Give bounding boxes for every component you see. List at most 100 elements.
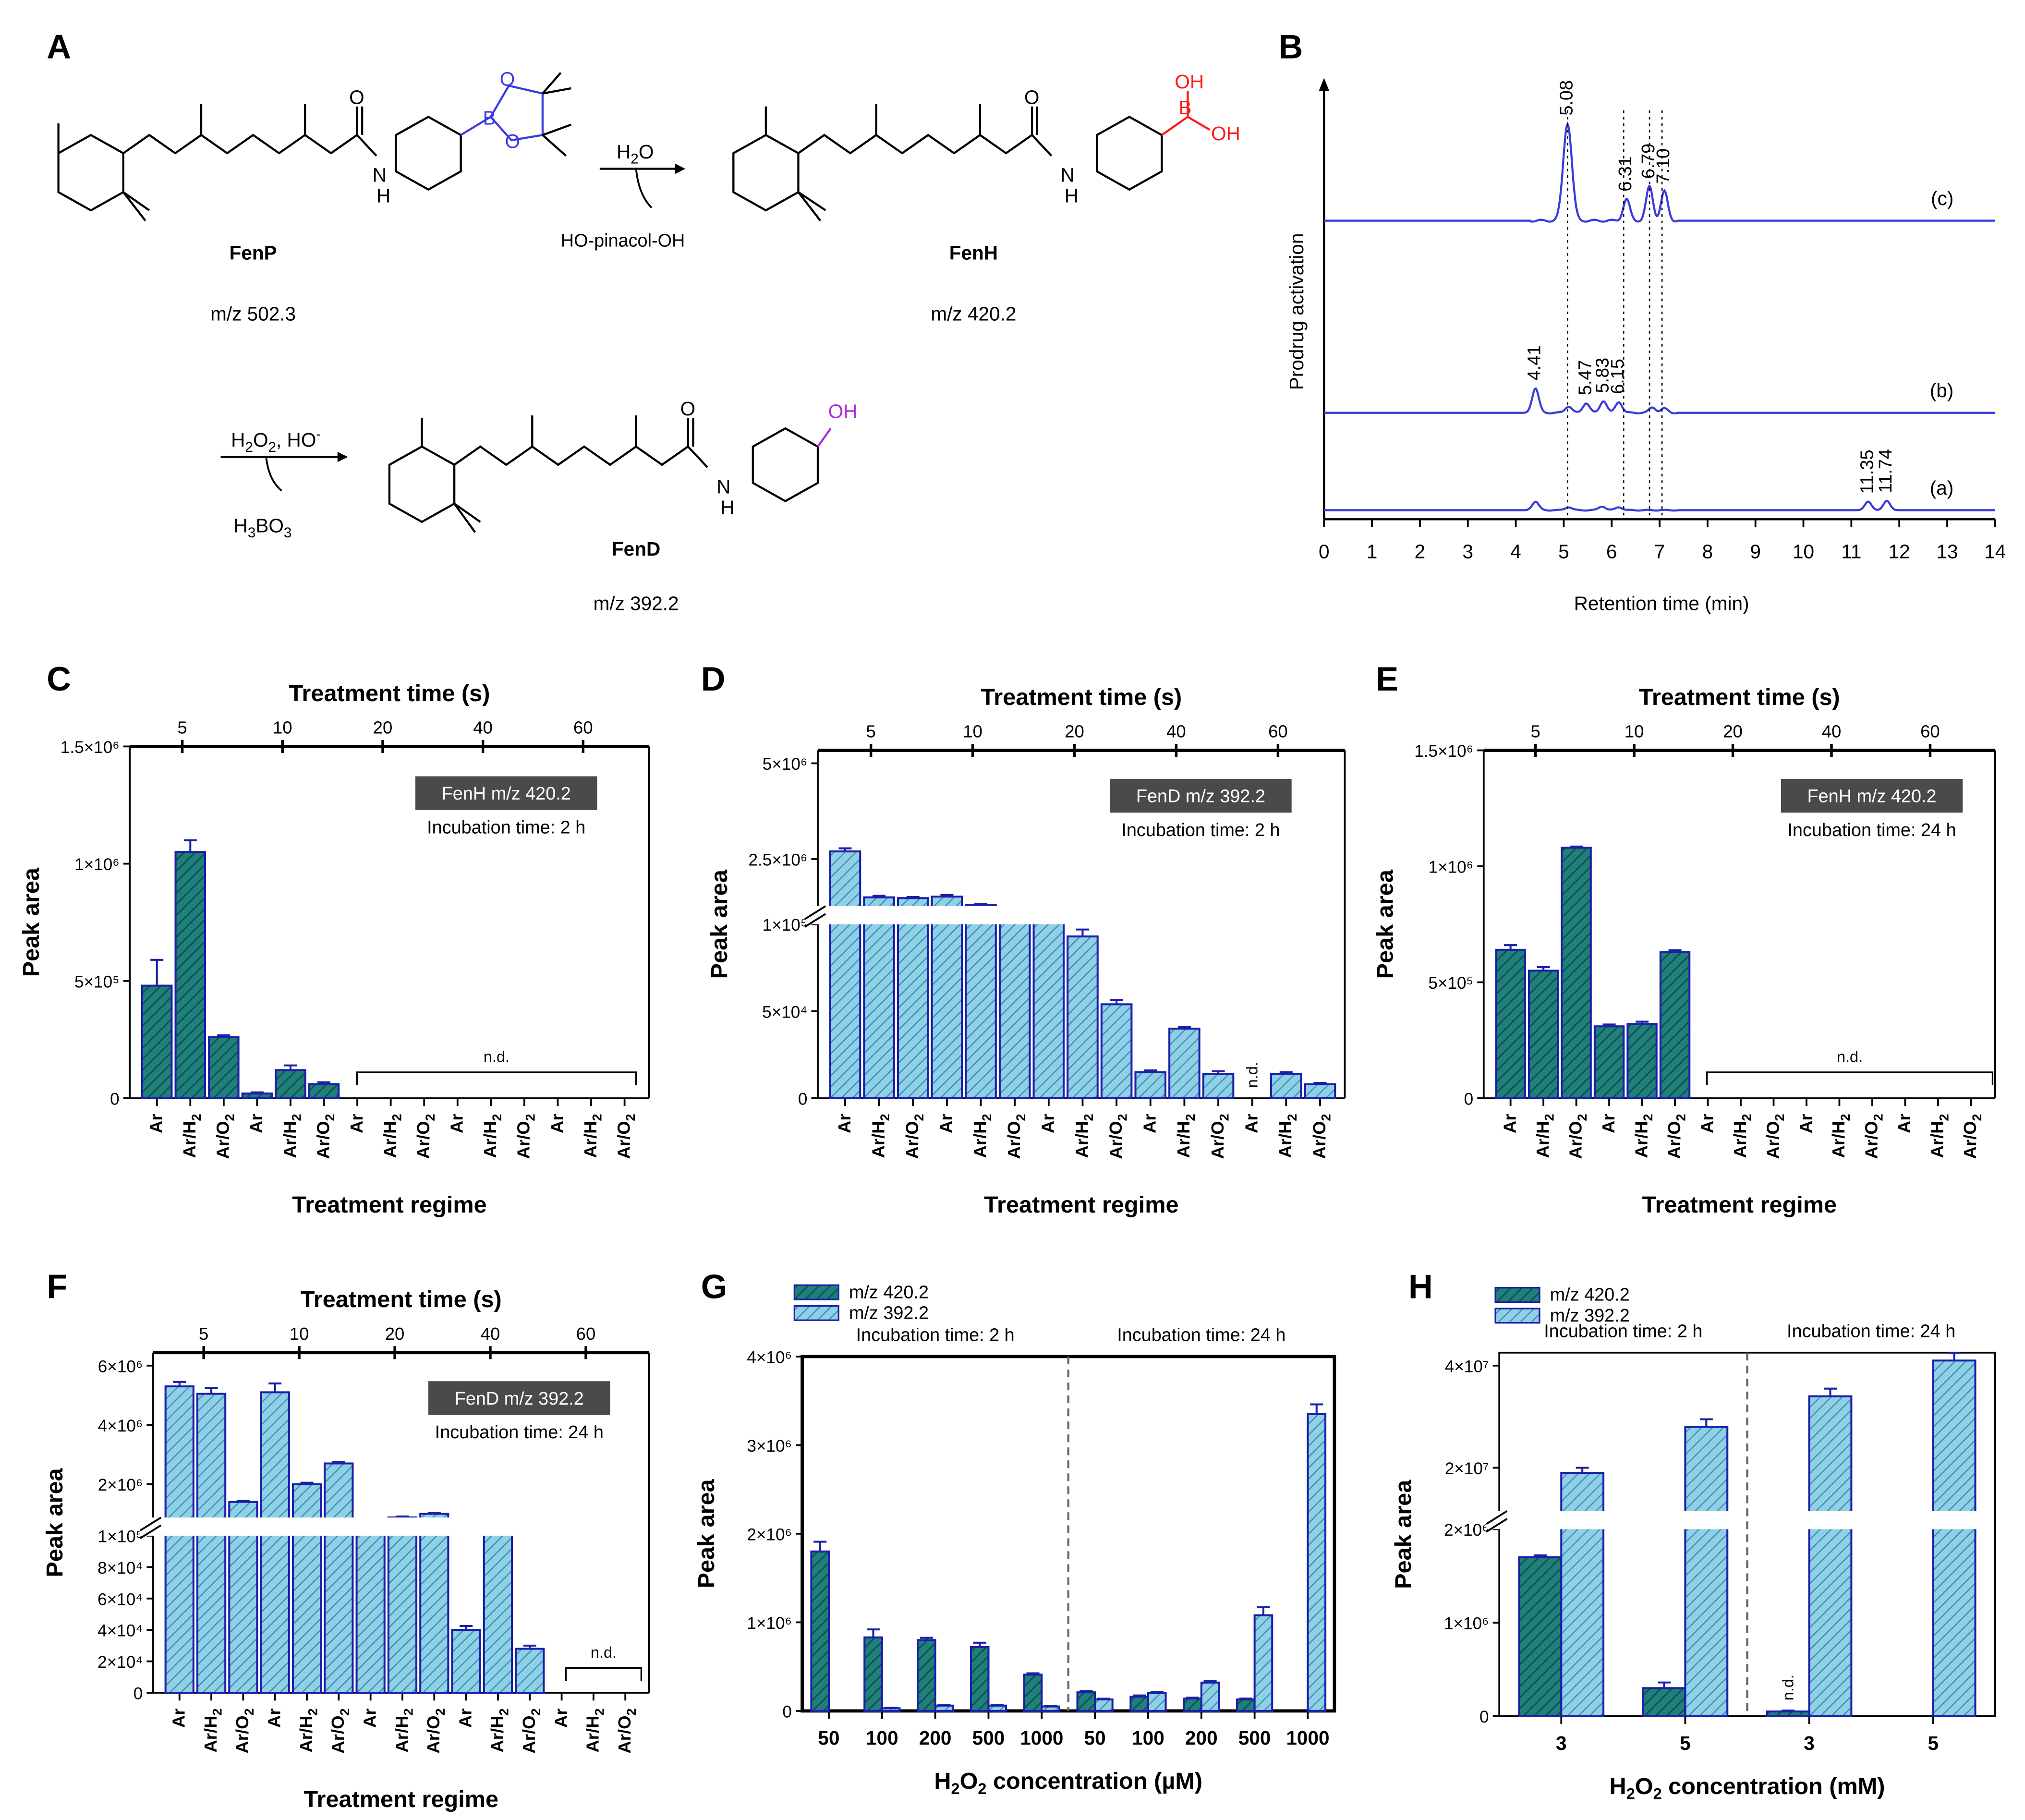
label-box-text: FenD m/z 392.2: [1136, 787, 1265, 807]
bar: [1808, 1395, 1853, 1717]
label-box-text: FenD m/z 392.2: [455, 1389, 584, 1409]
y-tick-label: 1×10⁶: [1429, 858, 1474, 877]
category-label: Ar/H2: [970, 1114, 994, 1158]
category-label: Ar/O2: [413, 1114, 437, 1159]
b-x-tick-label: 12: [1889, 540, 1910, 562]
bar: [1307, 1413, 1327, 1712]
bar: [987, 1704, 1007, 1712]
pinacol-label: HO-pinacol-OH: [561, 231, 685, 251]
category-label: Ar: [360, 1708, 379, 1728]
bar: [917, 1639, 936, 1712]
legend-label: m/z 420.2: [849, 1282, 929, 1302]
bar: [1495, 948, 1526, 1099]
x-tick-label: 500: [1238, 1727, 1271, 1749]
b-trace-label: (b): [1930, 379, 1954, 401]
label-box-text: FenH m/z 420.2: [442, 784, 571, 804]
x-axis-label: H2O2 concentration (mM): [1610, 1773, 1885, 1803]
category-label: Ar: [1500, 1114, 1519, 1133]
category-label: Ar: [265, 1708, 284, 1728]
label-box: [1110, 778, 1292, 813]
bar: [1642, 1687, 1686, 1717]
bar: [1134, 1071, 1167, 1099]
category-label: Ar/O2: [1565, 1114, 1589, 1159]
b-x-tick-label: 9: [1750, 540, 1761, 562]
axis-break: [1486, 1511, 1993, 1529]
panel-e-chart: E 0 5×10⁵ 1×10⁶ 1.5×10⁶ Ar Ar/H2 Ar/O2 Ar Ar/H2 A…: [1372, 660, 1996, 1218]
panel-letter-h: H: [1408, 1267, 1433, 1305]
x-tick-label: 200: [919, 1727, 952, 1749]
nd-bracket: [565, 1667, 643, 1681]
x-axis-label: H2O2 concentration (µM): [934, 1768, 1202, 1797]
category-label: Ar/O2: [328, 1708, 352, 1753]
y-tick-label: 3×10⁶: [747, 1437, 792, 1456]
bar: [1076, 1691, 1096, 1712]
panel-letter-g: G: [701, 1267, 728, 1305]
top-tick-label: 60: [1268, 721, 1288, 741]
category-label: Ar: [169, 1708, 189, 1728]
top-tick-label: 20: [1723, 721, 1743, 741]
bar: [863, 1636, 883, 1712]
b-peak-label: 5.47: [1575, 360, 1595, 395]
group-title: Incubation time: 2 h: [856, 1325, 1015, 1345]
legend-swatch: [1494, 1287, 1540, 1303]
bar: [419, 1513, 449, 1694]
category-label: Ar/H2: [1631, 1114, 1655, 1158]
fenp-structure: [57, 72, 572, 221]
axis-break-mark: [804, 905, 826, 920]
panel-letter-f: F: [47, 1267, 67, 1305]
nd-label: n.d.: [591, 1644, 617, 1661]
top-axis-title: Treatment time (s): [981, 684, 1182, 710]
x-axis-label: Treatment regime: [1642, 1192, 1837, 1218]
x-tick-label: 100: [1132, 1727, 1164, 1749]
b-trace-line: [1324, 121, 1995, 223]
category-label: Ar: [347, 1114, 366, 1133]
b-peak-label: 11.35: [1857, 449, 1877, 494]
fenh-oh-1: OH: [1175, 71, 1204, 93]
legend-label: m/z 392.2: [1550, 1306, 1630, 1326]
y-tick-label: 2×10⁴: [97, 1653, 143, 1672]
x-tick-label: 5: [1928, 1732, 1939, 1754]
category-label: Ar/O2: [213, 1114, 237, 1159]
category-label: Ar: [1697, 1114, 1717, 1133]
category-label: Ar: [835, 1114, 854, 1133]
step1-reagent: H2O: [617, 141, 654, 167]
nd-label: n.d.: [1244, 1062, 1261, 1088]
category-label: Ar/H2: [1533, 1114, 1557, 1158]
bar: [1561, 847, 1592, 1099]
b-peak-label: 5.83: [1592, 358, 1613, 393]
top-tick-label: 40: [481, 1324, 500, 1344]
b-y-arrow: [1319, 78, 1330, 91]
bar: [829, 850, 861, 1099]
bar: [1202, 1073, 1235, 1099]
category-label: Ar/O2: [514, 1114, 538, 1159]
bar: [965, 904, 997, 1099]
y-tick-label: 2×10⁶: [1444, 1521, 1489, 1540]
top-tick-label: 10: [290, 1324, 309, 1344]
bar: [1100, 1003, 1133, 1099]
group-title: Incubation time: 24 h: [1787, 1321, 1955, 1341]
bar: [1528, 970, 1559, 1099]
x-tick-label: 3: [1556, 1732, 1567, 1754]
y-tick-label: 1×10⁵: [98, 1527, 143, 1546]
bar: [1147, 1692, 1167, 1712]
panel-g-chart: G 0 1×10⁶ 2×10⁶ 3×10⁶ 4×10⁶ 50 100 200 500 1000 50…: [693, 1267, 1336, 1797]
step1-curl: [635, 169, 653, 208]
panel-letter-c: C: [47, 660, 71, 698]
fenh-carbonyl-o: O: [1024, 86, 1040, 108]
bar: [196, 1393, 227, 1694]
x-tick-label: 1000: [1020, 1727, 1063, 1749]
step2-curl: [265, 457, 282, 492]
category-label: Ar: [1242, 1114, 1261, 1133]
x-axis-label: Treatment regime: [984, 1192, 1179, 1218]
bar: [515, 1648, 545, 1694]
fenh-amide-n: N: [1061, 164, 1075, 186]
category-label: Ar/O2: [1208, 1114, 1232, 1159]
label-box-text: FenH m/z 420.2: [1807, 787, 1936, 807]
group-title: Incubation time: 2 h: [1544, 1321, 1702, 1341]
b-peak-label: 7.10: [1653, 148, 1673, 184]
b-x-tick-label: 13: [1936, 540, 1958, 562]
y-tick-label: 1×10⁵: [763, 916, 808, 934]
panel-a-scheme: A O N H B O O FenP m/z 502.3: [47, 28, 1240, 615]
fenp-carbonyl-o: O: [349, 86, 364, 108]
fenh-mz: m/z 420.2: [931, 303, 1016, 325]
